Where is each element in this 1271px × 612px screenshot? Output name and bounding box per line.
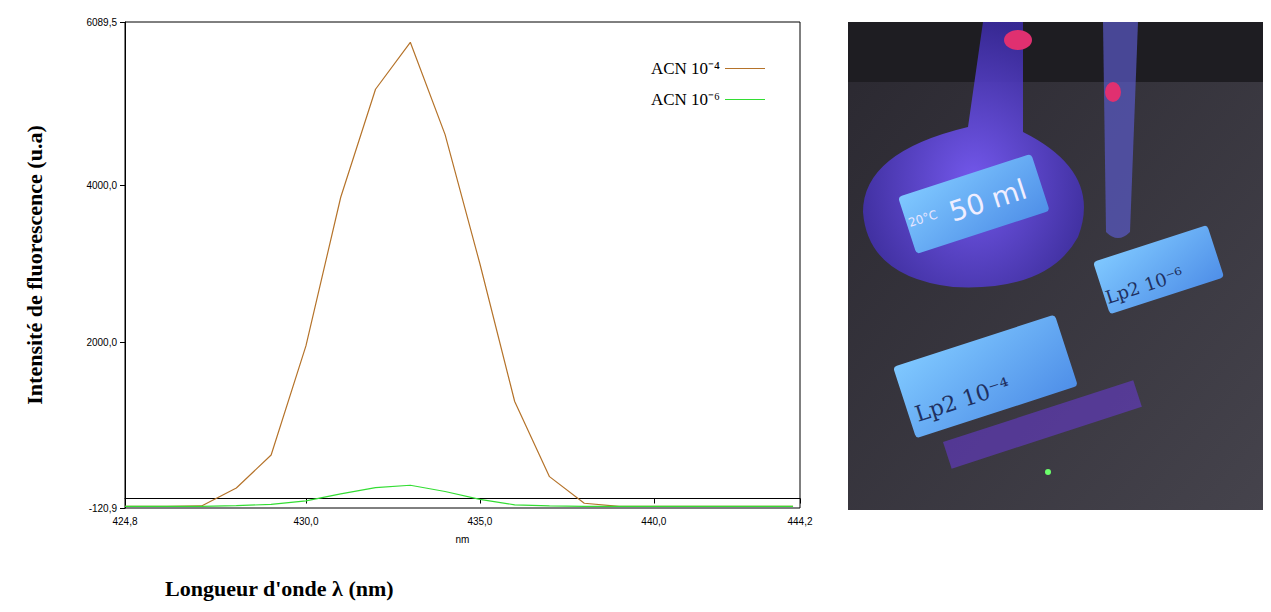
svg-text:440,0: 440,0 [641, 516, 666, 527]
svg-text:Longueur d'onde λ (nm): Longueur d'onde λ (nm) [165, 576, 394, 601]
svg-text:ACN 10⁻⁶: ACN 10⁻⁶ [651, 90, 720, 109]
svg-text:Intensité de fluorescence (u.a: Intensité de fluorescence (u.a) [22, 125, 47, 404]
svg-text:424,8: 424,8 [112, 516, 137, 527]
svg-text:ACN 10⁻⁴: ACN 10⁻⁴ [651, 59, 720, 78]
svg-text:Lp2 10⁻⁶: Lp2 10⁻⁶ [1103, 263, 1186, 308]
svg-text:50 ml: 50 ml [945, 173, 1031, 229]
svg-text:-120,9: -120,9 [89, 503, 118, 514]
svg-text:430,0: 430,0 [293, 516, 318, 527]
svg-text:Lp2 10⁻⁴: Lp2 10⁻⁴ [912, 373, 1013, 427]
svg-text:nm: nm [456, 534, 470, 545]
svg-text:435,0: 435,0 [467, 516, 492, 527]
svg-text:20°C: 20°C [907, 207, 940, 229]
svg-text:444,2: 444,2 [787, 516, 812, 527]
svg-text:2000,0: 2000,0 [86, 337, 117, 348]
svg-text:4000,0: 4000,0 [86, 180, 117, 191]
svg-text:6089,5: 6089,5 [86, 17, 117, 28]
